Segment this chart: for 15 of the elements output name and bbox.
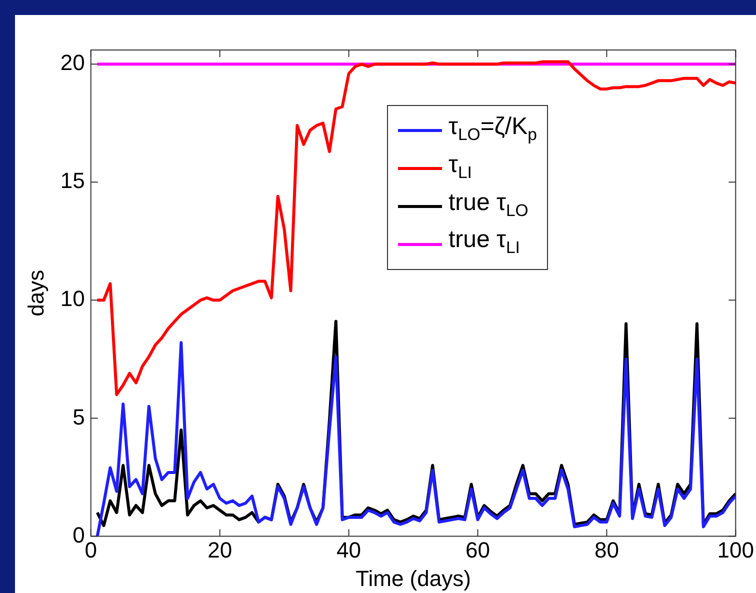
x-tick-label: 80 — [594, 537, 619, 562]
y-tick-label: 5 — [72, 404, 85, 430]
legend-label: true τ$_{LO}$ — [448, 188, 528, 222]
legend-label: τ$_{LI}$ — [448, 150, 472, 184]
x-tick-label: 40 — [336, 537, 362, 562]
y-tick-label: 15 — [60, 168, 85, 194]
x-axis-title: Time (days) — [356, 566, 471, 591]
y-tick-label: 20 — [60, 50, 85, 76]
y-axis-title: days — [23, 270, 48, 316]
y-tick-label: 10 — [60, 286, 85, 312]
x-tick-label: 100 — [717, 537, 754, 562]
x-tick-label: 20 — [208, 537, 232, 562]
legend-label: true τ$_{LI}$ — [448, 225, 520, 260]
legend-label: τ$_{LO}$=ζ/K$_{p}$ — [448, 112, 537, 146]
x-tick-label: 60 — [465, 537, 490, 562]
